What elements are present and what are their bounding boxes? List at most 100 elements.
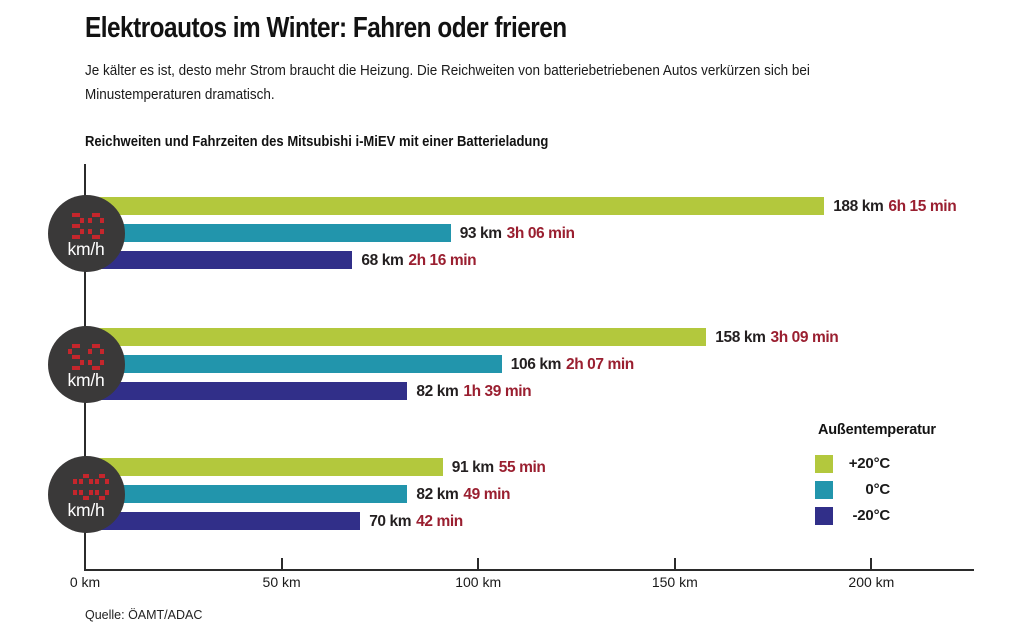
bar-time-value: 3h 09 min [770,329,839,346]
page-title: Elektroautos im Winter: Fahren oder frie… [85,12,567,44]
x-axis-tick [280,558,283,569]
speed-digital-value [63,474,109,500]
legend-swatch [815,455,833,473]
digit-segment [95,490,99,495]
source-note: Quelle: ÖAMT/ADAC [85,608,203,622]
digit-segment [72,355,80,359]
digit-segment [88,349,92,354]
bar-label: 188 km 6h 15 min [833,197,956,215]
legend-label: -20°C [852,507,890,524]
x-axis-tick-label: 100 km [455,574,502,590]
digit-segment [99,474,105,478]
bar-time-value: 3h 06 min [506,225,575,242]
bar-label: 70 km 42 min [369,512,463,530]
legend-label: +20°C [848,455,890,472]
legend-title: Außentemperatur [818,422,936,438]
digit-segment [73,490,77,495]
bar-label: 158 km 3h 09 min [715,328,838,346]
legend-label: 0°C [865,481,890,498]
bar-km-value: 68 km [361,252,404,269]
x-axis-tick-label: 200 km [848,574,895,590]
bar [85,458,443,476]
digit-segment [72,235,80,239]
bar-time-value: 2h 07 min [565,356,634,373]
seven-segment-digit [88,213,104,239]
digit-segment [92,366,100,370]
digit-segment [83,474,89,478]
digit-segment [105,479,109,484]
digit-segment [92,344,100,348]
subtitle: Je kälter es ist, desto mehr Strom brauc… [85,60,810,107]
seven-segment-digit [79,474,93,500]
digit-segment [79,479,83,484]
digit-segment [100,349,104,354]
digit-segment [100,218,104,223]
digit-segment [88,218,92,223]
x-axis-tick [870,558,873,569]
digit-segment [72,344,80,348]
bar-km-value: 93 km [459,225,502,242]
x-axis-tick [477,558,480,569]
speed-digital-value [68,344,104,370]
seven-segment-digit [95,474,109,500]
digit-segment [95,479,99,484]
bar [85,382,408,400]
x-axis-tick-label: 0 km [69,574,101,590]
bar-km-value: 106 km [510,356,562,373]
bar-label: 91 km 55 min [452,458,546,476]
digit-segment [89,479,93,484]
subtitle-line-1: Je kälter es ist, desto mehr Strom brauc… [85,63,810,79]
bar-km-value: 70 km [369,513,412,530]
digit-segment [80,360,84,365]
x-axis-tick [673,558,676,569]
digit-segment [99,496,105,500]
digit-segment [105,490,109,495]
bar-label: 106 km 2h 07 min [511,355,634,373]
bar [85,512,361,530]
speed-unit-label: km/h [67,370,105,390]
x-axis-tick-label: 150 km [651,574,698,590]
digit-segment [72,224,80,228]
bar-label: 93 km 3h 06 min [460,224,575,242]
bar-label: 82 km 1h 39 min [416,382,531,400]
bar-time-value: 1h 39 min [463,383,532,400]
digit-segment [72,366,80,370]
seven-segment-digit [88,344,104,370]
bar-km-value: 188 km [833,198,884,215]
speed-unit-label: km/h [67,500,105,520]
digit-segment [83,496,89,500]
bar-time-value: 49 min [463,486,511,503]
bar [85,355,502,373]
digit-segment [92,235,100,239]
digit-segment [88,229,92,234]
digit-segment [100,229,104,234]
bar-time-value: 2h 16 min [408,252,477,269]
bar [85,251,353,269]
digit-segment [79,490,83,495]
bar-km-value: 91 km [451,459,494,476]
speed-badge: km/h [47,325,125,403]
bar [85,197,825,215]
bar-time-value: 42 min [416,513,463,530]
chart-title: Reichweiten und Fahrzeiten des Mitsubish… [85,134,549,150]
seven-segment-digit [68,213,84,239]
digit-segment [68,349,72,354]
bar-km-value: 82 km [416,486,459,503]
bar-time-value: 6h 15 min [888,198,957,215]
bar [85,328,707,346]
digit-segment [80,218,84,223]
speed-badge: km/h [47,194,125,272]
bar-label: 82 km 49 min [416,485,510,503]
speed-unit-label: km/h [67,239,105,259]
bar-time-value: 55 min [498,459,546,476]
digit-segment [80,229,84,234]
bar [85,485,408,503]
bar-km-value: 158 km [715,329,766,346]
subtitle-line-2: Minustemperaturen dramatisch. [85,86,275,103]
legend-swatch [815,481,833,499]
bar [85,224,451,242]
speed-badge: km/h [47,455,125,533]
digit-segment [72,213,80,217]
